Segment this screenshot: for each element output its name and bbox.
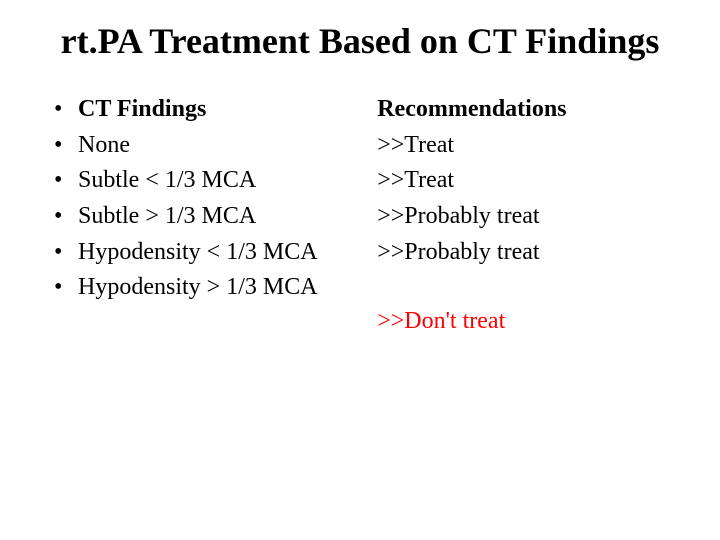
bullet-icon: • xyxy=(50,164,78,198)
finding-text: Hypodensity > 1/3 MCA xyxy=(78,271,367,305)
bullet-icon: • xyxy=(50,200,78,234)
recommendations-header: Recommendations xyxy=(377,93,670,127)
list-item: • Subtle > 1/3 MCA xyxy=(50,200,367,234)
findings-header: CT Findings xyxy=(78,93,367,127)
recommendations-list: Recommendations >>Treat >>Treat >>Probab… xyxy=(377,93,670,339)
content-columns: • CT Findings • None • Subtle < 1/3 MCA … xyxy=(50,93,670,341)
bullet-icon: • xyxy=(50,93,78,127)
finding-text: Subtle > 1/3 MCA xyxy=(78,200,367,234)
slide-title: rt.PA Treatment Based on CT Findings xyxy=(50,20,670,63)
recommendation-final: >>Don't treat xyxy=(377,305,670,339)
recommendation-text: >>Treat xyxy=(377,164,670,198)
right-column: Recommendations >>Treat >>Treat >>Probab… xyxy=(377,93,670,341)
recommendation-text: >>Treat xyxy=(377,129,670,163)
recommendation-text: >>Probably treat xyxy=(377,200,670,234)
finding-text: Hypodensity < 1/3 MCA xyxy=(78,236,367,270)
bullet-icon: • xyxy=(50,129,78,163)
bullet-icon: • xyxy=(50,236,78,270)
list-item: • Subtle < 1/3 MCA xyxy=(50,164,367,198)
recommendation-text: >>Probably treat xyxy=(377,236,670,270)
finding-text: Subtle < 1/3 MCA xyxy=(78,164,367,198)
list-item: • CT Findings xyxy=(50,93,367,127)
bullet-icon: • xyxy=(50,271,78,305)
left-column: • CT Findings • None • Subtle < 1/3 MCA … xyxy=(50,93,367,341)
list-item: • None xyxy=(50,129,367,163)
finding-text: None xyxy=(78,129,367,163)
list-item: • Hypodensity > 1/3 MCA xyxy=(50,271,367,305)
findings-list: • CT Findings • None • Subtle < 1/3 MCA … xyxy=(50,93,367,305)
list-item: • Hypodensity < 1/3 MCA xyxy=(50,236,367,270)
spacer xyxy=(377,271,670,305)
